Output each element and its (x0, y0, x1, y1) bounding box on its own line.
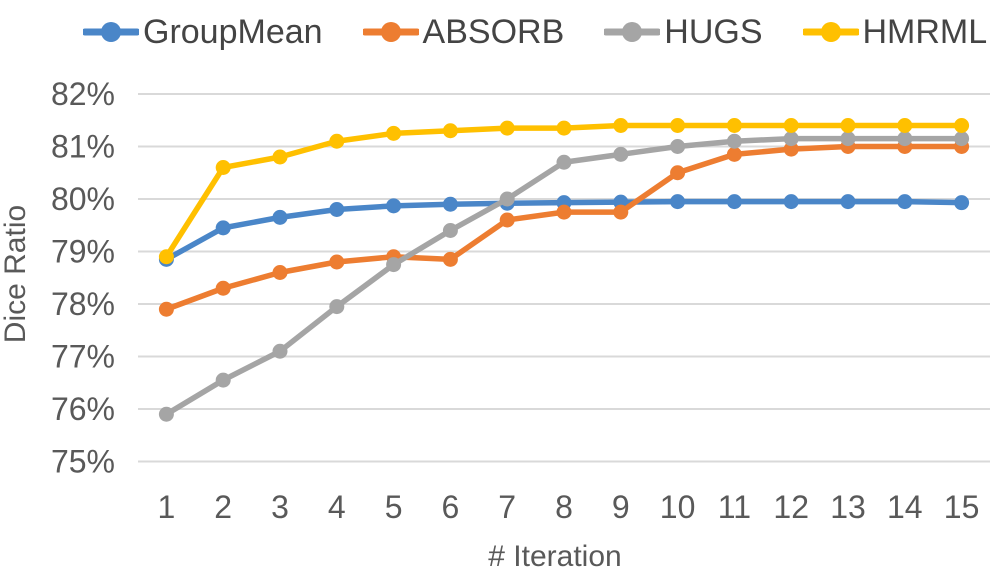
legend-marker-absorb-icon (362, 22, 419, 42)
series-marker-HMRML (726, 118, 742, 133)
y-tick-label: 80% (51, 181, 115, 217)
x-tick-label: 13 (830, 489, 866, 525)
series-marker-HMRML (158, 249, 174, 265)
series-marker-HUGS (499, 191, 515, 207)
y-tick-label: 81% (51, 129, 115, 165)
x-tick-label: 4 (328, 489, 346, 525)
y-tick-label: 79% (51, 234, 115, 270)
legend-marker-groupmean-icon (83, 22, 139, 42)
series-marker-GroupMean (386, 198, 402, 214)
series-marker-ABSORB (783, 141, 799, 157)
series-marker-ABSORB (670, 165, 686, 181)
series-marker-ABSORB (613, 204, 629, 220)
y-tick-label: 77% (51, 339, 115, 375)
series-marker-ABSORB (272, 265, 288, 280)
series-marker-GroupMean (215, 220, 231, 236)
series-marker-GroupMean (840, 194, 856, 210)
series-marker-HUGS (783, 131, 799, 147)
series-line-ABSORB (163, 143, 965, 312)
y-axis-title: Dice Ratio (0, 204, 32, 344)
series-marker-GroupMean (954, 195, 970, 211)
series-marker-HUGS (329, 299, 345, 315)
series-marker-HMRML (329, 133, 345, 149)
x-axis-title: # Iteration (488, 540, 622, 573)
x-tick-label: 1 (158, 489, 176, 525)
series-marker-ABSORB (329, 254, 345, 270)
series-marker-HUGS (272, 343, 288, 359)
series-marker-HUGS (840, 131, 856, 147)
series-marker-HMRML (556, 120, 572, 136)
legend-item-absorb: ABSORB (362, 13, 565, 51)
legend-marker-hmrml-icon (802, 22, 859, 42)
series-marker-HMRML (272, 149, 288, 165)
legend-marker-hugs-icon (604, 22, 661, 42)
x-tick-label: 8 (555, 489, 573, 525)
series-marker-HUGS (158, 406, 174, 422)
chart-legend: GroupMean ABSORB HUGS HMRML (83, 10, 987, 54)
series-marker-HMRML (613, 118, 629, 133)
series-marker-HUGS (442, 223, 458, 238)
series-marker-HUGS (556, 154, 572, 170)
y-tick-label: 82% (51, 76, 115, 112)
series-marker-HMRML (954, 118, 970, 133)
series-marker-HMRML (840, 118, 856, 133)
series-marker-HUGS (726, 133, 742, 149)
y-tick-label: 75% (51, 444, 115, 480)
x-tick-label: 3 (271, 489, 289, 525)
series-marker-HUGS (215, 372, 231, 388)
y-tick-label: 76% (51, 391, 115, 427)
series-marker-HMRML (897, 118, 913, 133)
x-tick-label: 15 (944, 489, 980, 525)
x-tick-label: 10 (660, 489, 696, 525)
series-marker-HUGS (386, 257, 402, 273)
series-marker-GroupMean (272, 209, 288, 225)
series-marker-HMRML (670, 118, 686, 133)
series-marker-ABSORB (158, 301, 174, 317)
series-marker-HUGS (613, 146, 629, 162)
x-tick-label: 14 (887, 489, 923, 525)
x-tick-label: 11 (718, 489, 751, 525)
legend-label-absorb: ABSORB (422, 13, 565, 51)
x-tick-label: 12 (773, 489, 809, 525)
x-tick-label: 7 (498, 489, 516, 525)
x-tick-label: 5 (385, 489, 403, 525)
series-marker-GroupMean (726, 194, 742, 210)
series-marker-HUGS (670, 139, 686, 154)
series-marker-GroupMean (897, 194, 913, 210)
series-marker-HMRML (386, 125, 402, 141)
legend-label-hmrml: HMRML (862, 13, 988, 51)
legend-label-hugs: HUGS (664, 13, 763, 51)
series-marker-GroupMean (783, 194, 799, 210)
series-marker-GroupMean (670, 194, 686, 210)
series-marker-HUGS (897, 131, 913, 147)
legend-item-groupmean: GroupMean (83, 15, 323, 49)
series-marker-GroupMean (442, 196, 458, 212)
legend-item-hmrml: HMRML (802, 13, 988, 51)
x-tick-label: 2 (214, 489, 232, 525)
series-marker-ABSORB (726, 146, 742, 162)
x-tick-label: 9 (612, 489, 630, 525)
y-tick-label: 78% (51, 286, 115, 322)
series-marker-ABSORB (499, 212, 515, 228)
series-marker-HMRML (215, 160, 231, 175)
x-tick-label: 6 (442, 489, 460, 525)
legend-item-hugs: HUGS (604, 13, 763, 51)
series-marker-HMRML (783, 118, 799, 133)
series-marker-GroupMean (329, 202, 345, 217)
series-marker-ABSORB (215, 280, 231, 296)
series-marker-HMRML (442, 123, 458, 139)
legend-label-groupmean: GroupMean (143, 13, 323, 51)
series-marker-ABSORB (556, 204, 572, 220)
series-marker-ABSORB (442, 251, 458, 267)
series-marker-HMRML (499, 120, 515, 136)
series-marker-HUGS (954, 131, 970, 147)
